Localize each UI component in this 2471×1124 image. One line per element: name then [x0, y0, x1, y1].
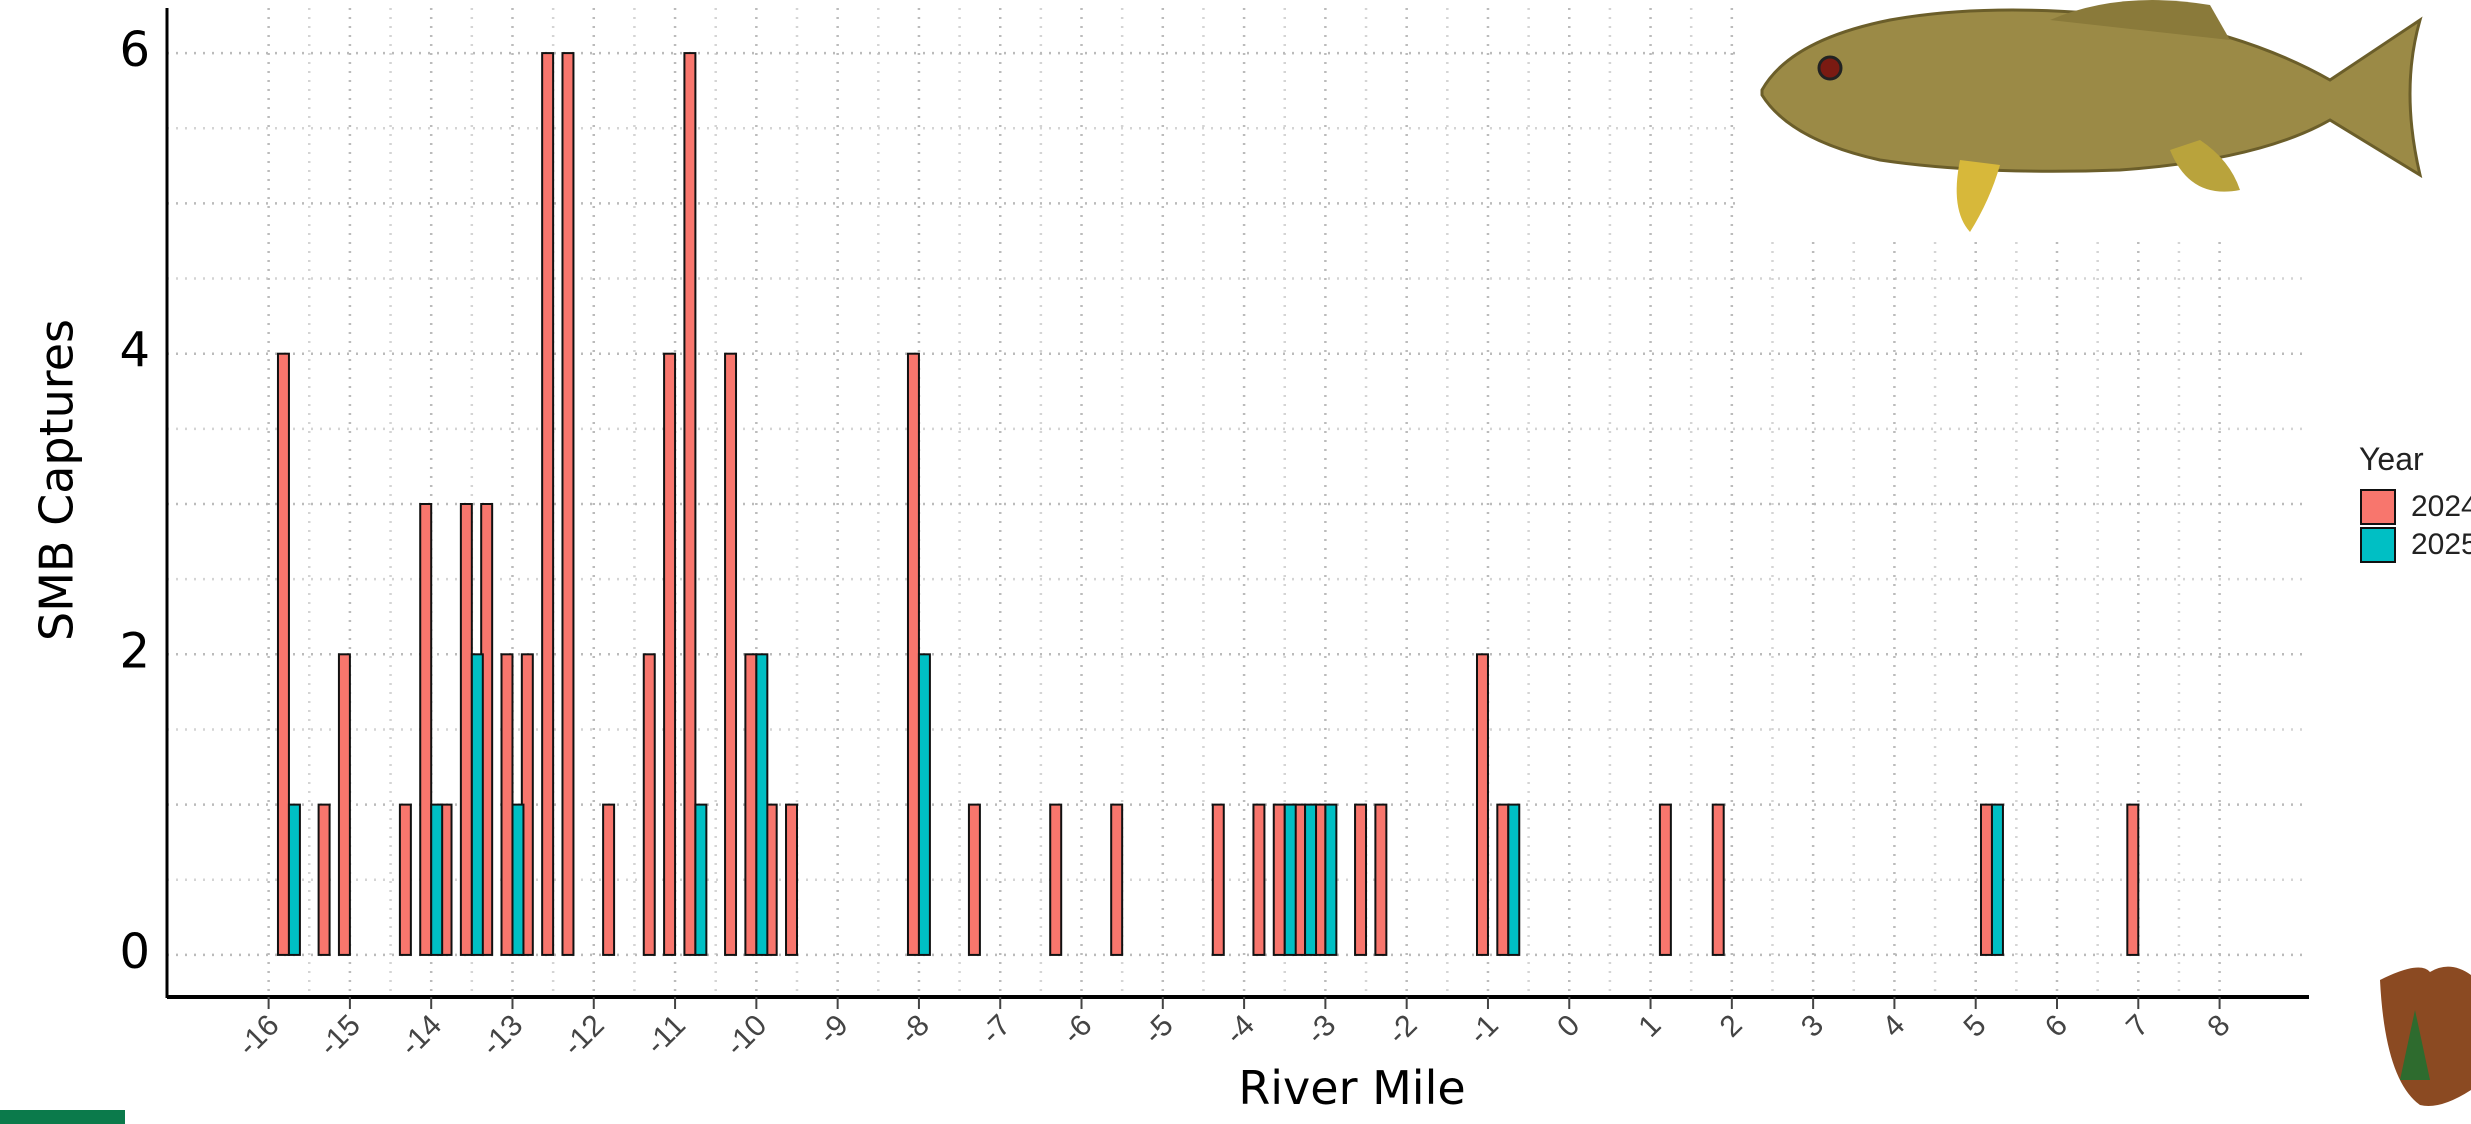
bar — [785, 803, 799, 956]
x-tick-label: 5 — [1958, 1009, 1993, 1044]
bar — [744, 653, 758, 956]
x-tick-label: 2 — [1714, 1009, 1749, 1044]
fish-fin — [2170, 140, 2240, 192]
fish-eye — [1817, 55, 1843, 81]
x-tick-label: -6 — [1056, 1009, 1098, 1051]
x-tick-label: 4 — [1876, 1009, 1911, 1044]
bar — [1979, 803, 1993, 956]
legend-swatch — [2360, 489, 2396, 525]
x-tick-label: -15 — [313, 1009, 367, 1063]
bar — [694, 803, 708, 956]
bar — [1507, 803, 1521, 956]
bar — [1496, 803, 1510, 956]
x-tick-label: -12 — [557, 1009, 611, 1063]
x-tick-label: -14 — [394, 1009, 448, 1063]
bar — [1475, 653, 1489, 956]
bar — [1110, 803, 1124, 956]
x-axis-title: River Mile — [1238, 1061, 1465, 1115]
x-tick-label: -9 — [812, 1009, 854, 1051]
nps-logo — [2380, 966, 2471, 1106]
legend-swatch — [2360, 527, 2396, 563]
logo-shape — [2380, 966, 2471, 1106]
y-tick-label: 2 — [119, 623, 150, 679]
bar — [1211, 803, 1225, 956]
x-tick-label: -16 — [232, 1009, 286, 1063]
bar — [1049, 803, 1063, 956]
y-tick-label: 6 — [119, 22, 150, 78]
x-tick-label: -1 — [1463, 1009, 1505, 1051]
bar — [602, 803, 616, 956]
bar — [755, 653, 769, 956]
bar — [430, 803, 444, 956]
fish-body — [1760, 8, 2423, 179]
x-tick-label: -2 — [1381, 1009, 1423, 1051]
bar — [1354, 803, 1368, 956]
y-tick-label: 4 — [119, 323, 150, 379]
legend-title: Year — [2359, 441, 2424, 477]
bar — [1324, 803, 1338, 956]
bar — [1711, 803, 1725, 956]
bar — [642, 653, 656, 956]
bar — [276, 352, 290, 956]
bar — [1658, 803, 1672, 956]
x-tick-label: 1 — [1632, 1009, 1667, 1044]
fish-fin — [2050, 0, 2230, 40]
bar — [1272, 803, 1286, 956]
x-tick-label: -11 — [640, 1009, 692, 1061]
bar — [906, 352, 920, 956]
bar — [470, 653, 484, 956]
bar — [500, 653, 514, 956]
x-tick-label: -7 — [975, 1009, 1017, 1051]
usgs-logo — [0, 1110, 125, 1124]
y-tick-label: 0 — [119, 924, 150, 980]
legend: 2024 2025 — [2360, 489, 2471, 563]
bar — [398, 803, 412, 956]
x-tick-label: -3 — [1300, 1009, 1342, 1051]
bar — [459, 503, 473, 956]
x-tick-label: 3 — [1795, 1009, 1830, 1044]
bar — [683, 52, 697, 956]
x-tick-label: -10 — [719, 1009, 773, 1063]
bar — [337, 653, 351, 956]
bar — [541, 52, 555, 956]
bar — [967, 803, 981, 956]
bar — [1283, 803, 1297, 956]
legend-label: 2024 — [2411, 490, 2471, 523]
y-axis-title: SMB Captures — [30, 319, 84, 641]
grid — [167, 8, 2309, 995]
bar — [917, 653, 931, 956]
bar — [561, 52, 575, 956]
x-tick-label: 8 — [2201, 1009, 2236, 1044]
logo-tree — [2400, 1010, 2430, 1080]
bar — [2126, 803, 2140, 956]
bar — [419, 503, 433, 956]
x-tick-label: 7 — [2120, 1009, 2155, 1044]
bar — [1252, 803, 1266, 956]
x-tick-label: -5 — [1138, 1009, 1180, 1051]
bar — [1304, 803, 1318, 956]
bar — [287, 803, 301, 956]
x-tick-label: -4 — [1219, 1009, 1261, 1051]
bar — [663, 352, 677, 956]
bar — [317, 803, 331, 956]
fish-image — [1741, 0, 2471, 238]
x-tick-label: 6 — [2039, 1009, 2074, 1044]
bar — [511, 803, 525, 956]
bar — [1990, 803, 2004, 956]
bars — [276, 52, 2140, 956]
x-tick-label: -8 — [894, 1009, 936, 1051]
x-tick-label: 0 — [1551, 1009, 1586, 1044]
legend-label: 2025 — [2411, 528, 2471, 561]
fish-fin — [1956, 160, 2000, 232]
x-tick-label: -13 — [475, 1009, 529, 1063]
bar — [1374, 803, 1388, 956]
bar — [724, 352, 738, 956]
